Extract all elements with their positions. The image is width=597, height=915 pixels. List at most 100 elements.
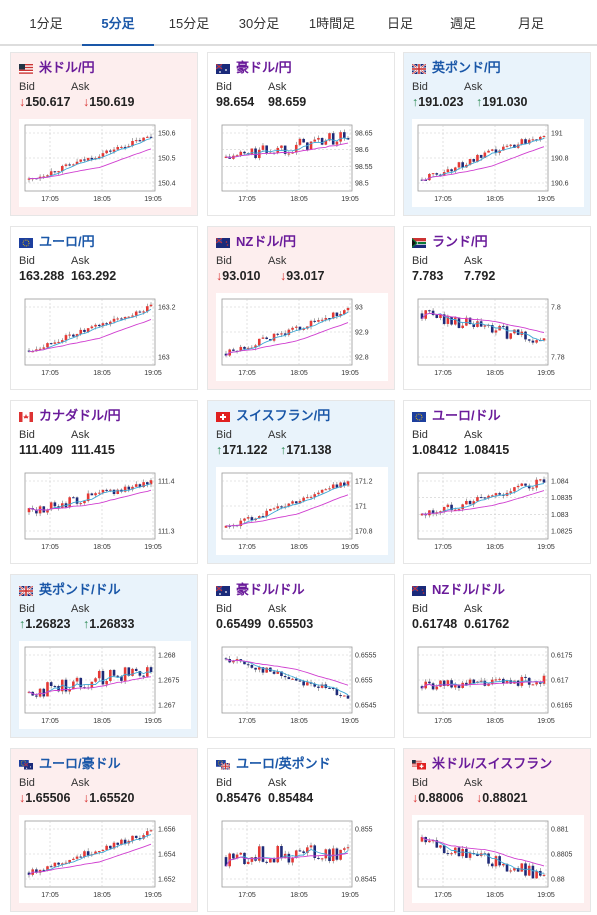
- arrow-up-icon: ↑: [412, 95, 419, 109]
- pair-title[interactable]: NZドル/円: [216, 232, 296, 249]
- rate-card[interactable]: ユーロ/円 Bid Ask 163.288 163.292 17:05 18:05 19:05…: [10, 226, 198, 390]
- mini-candle-chart[interactable]: 17:05 18:05 19:05 1.656 1.654 1.652: [19, 815, 191, 903]
- candle: [505, 863, 509, 872]
- candle: [524, 676, 527, 678]
- pair-name[interactable]: ユーロ/英ポンド: [236, 756, 331, 771]
- mini-candle-chart[interactable]: 17:05 18:05 19:05 0.881 0.8805 0.88: [412, 815, 584, 903]
- x-tick-label: 19:05: [341, 718, 359, 725]
- pair-title[interactable]: ユーロ/円: [19, 232, 95, 249]
- pair-title[interactable]: 豪ドル/ドル: [216, 580, 305, 597]
- candle: [294, 326, 298, 328]
- rate-card[interactable]: 米ドル/円 Bid Ask ↓150.617 ↓150.619 17:05 18:05 19:…: [10, 52, 198, 216]
- pair-title[interactable]: カナダドル/円: [19, 406, 121, 423]
- pair-name[interactable]: ランド/円: [432, 234, 488, 249]
- tab-4[interactable]: 1時間足: [308, 16, 356, 31]
- tab-0[interactable]: 1分足: [29, 16, 63, 31]
- pair-title[interactable]: ランド/円: [412, 232, 488, 249]
- candle: [542, 479, 546, 483]
- rate-card[interactable]: カナダドル/円 Bid Ask 111.409 111.415 17:05 18:05 19:…: [10, 400, 198, 564]
- mini-candle-chart[interactable]: 17:05 18:05 19:05 163.2 163: [19, 293, 191, 381]
- pair-title[interactable]: 英ポンド/円: [412, 58, 501, 75]
- rate-card[interactable]: ユーロ/豪ドル Bid Ask ↓1.65506 ↓1.65520 17:05 18:05 1…: [10, 748, 198, 912]
- mini-candle-chart[interactable]: 17:05 18:05 19:05 0.6555 0.655 0.6545: [216, 641, 388, 729]
- flag-icon: [19, 583, 33, 598]
- mini-candle-chart[interactable]: 17:05 18:05 19:05 1.084 1.0835 1.083 1.0825: [412, 467, 584, 555]
- candle: [420, 313, 424, 319]
- rate-card[interactable]: 豪ドル/ドル Bid Ask 0.65499 0.65503 17:05 18:05 19:0…: [207, 574, 395, 738]
- candle-chart-svg: 17:05 18:05 19:05 0.855 0.8545: [221, 820, 377, 899]
- pair-title[interactable]: ユーロ/英ポンド: [216, 754, 331, 771]
- rate-card[interactable]: ユーロ/ドル Bid Ask 1.08412 1.08415 17:05 18:05 19:0…: [403, 400, 591, 564]
- tab-6[interactable]: 週足: [449, 16, 476, 31]
- mini-candle-chart[interactable]: 17:05 18:05 19:05 0.6175 0.617 0.6165: [412, 641, 584, 729]
- mini-candle-chart[interactable]: 17:05 18:05 19:05 0.855 0.8545: [216, 815, 388, 903]
- mini-candle-chart[interactable]: 17:05 18:05 19:05 191 190.8 190.6: [412, 119, 584, 207]
- rate-card[interactable]: 英ポンド/ドル Bid Ask ↑1.26823 ↑1.26833 17:05 18:05 1…: [10, 574, 198, 738]
- pair-title[interactable]: ユーロ/ドル: [412, 406, 501, 423]
- candle: [490, 863, 494, 867]
- mini-candle-chart[interactable]: 17:05 18:05 19:05 7.8 7.78: [412, 293, 584, 381]
- pair-name[interactable]: 英ポンド/円: [432, 60, 501, 75]
- y-tick-label: 7.8: [551, 305, 561, 312]
- rate-card[interactable]: 豪ドル/円 Bid Ask 98.654 98.659 17:05 18:05 19:05 98…: [207, 52, 395, 216]
- candle: [343, 482, 346, 486]
- candle: [346, 695, 350, 699]
- pair-name[interactable]: ユーロ/豪ドル: [39, 756, 121, 771]
- candle: [101, 849, 105, 852]
- pair-title[interactable]: ユーロ/豪ドル: [19, 754, 121, 771]
- rate-card[interactable]: ユーロ/英ポンド Bid Ask 0.85476 0.85484 17:05 18:05 19…: [207, 748, 395, 912]
- candle: [306, 497, 309, 499]
- mini-candle-chart[interactable]: 17:05 18:05 19:05 93 92.9 92.8: [216, 293, 388, 381]
- pair-name[interactable]: 英ポンド/ドル: [39, 582, 121, 597]
- candle: [42, 506, 46, 513]
- candle: [105, 323, 108, 325]
- flag-icon: [412, 583, 426, 598]
- tab-2[interactable]: 15分足: [168, 16, 210, 31]
- pair-title[interactable]: 米ドル/スイスフラン: [412, 754, 553, 771]
- pair-name[interactable]: 米ドル/スイスフラン: [432, 756, 553, 771]
- rate-card[interactable]: 米ドル/スイスフラン Bid Ask ↓0.88006 ↓0.88021 17:05 18:…: [403, 748, 591, 912]
- pair-name[interactable]: 豪ドル/ドル: [236, 582, 305, 597]
- mini-candle-chart[interactable]: 17:05 18:05 19:05 171.2 171 170.8: [216, 467, 388, 555]
- pair-name[interactable]: カナダドル/円: [39, 408, 121, 423]
- bid-number: 0.65499: [216, 617, 262, 631]
- tab-5[interactable]: 日足: [386, 16, 413, 31]
- tab-1[interactable]: 5分足: [82, 0, 154, 46]
- pair-title[interactable]: スイスフラン/円: [216, 406, 331, 423]
- candle: [324, 318, 328, 320]
- candle: [476, 321, 479, 327]
- mini-candle-chart[interactable]: 17:05 18:05 19:05 111.4 111.3: [19, 467, 191, 555]
- rate-card[interactable]: NZドル/円 Bid Ask ↓93.010 ↓93.017 17:05 18:05 19:0…: [207, 226, 395, 390]
- pair-name[interactable]: 米ドル/円: [39, 60, 95, 75]
- pair-name[interactable]: ユーロ/円: [39, 234, 95, 249]
- candle-chart-svg: 17:05 18:05 19:05 0.6175 0.617 0.6165: [417, 646, 573, 725]
- candle: [224, 658, 228, 660]
- candle: [542, 338, 546, 341]
- pair-title[interactable]: NZドル/ドル: [412, 580, 505, 598]
- pair-title[interactable]: 豪ドル/円: [216, 58, 292, 75]
- rate-card[interactable]: ランド/円 Bid Ask 7.783 7.792 17:05 18:05 19:05 7.8 7…: [403, 226, 591, 390]
- pair-name[interactable]: 豪ドル/円: [236, 60, 292, 75]
- pair-title[interactable]: 英ポンド/ドル: [19, 580, 121, 598]
- candle: [27, 508, 31, 513]
- rate-card[interactable]: 英ポンド/円 Bid Ask ↑191.023 ↑191.030 17:05 18:05 19…: [403, 52, 591, 216]
- candle: [479, 154, 483, 158]
- bid-value: ↓93.010: [216, 269, 260, 283]
- rate-card[interactable]: スイスフラン/円 Bid Ask ↑171.122 ↑171.138 17:05 18:05…: [207, 400, 395, 564]
- tab-7[interactable]: 月足: [517, 16, 544, 31]
- candle: [265, 861, 268, 863]
- mini-candle-chart[interactable]: 17:05 18:05 19:05 98.65 98.6 98.55 98.5: [216, 119, 388, 207]
- pair-name[interactable]: NZドル/ドル: [432, 582, 505, 597]
- mini-candle-chart[interactable]: 17:05 18:05 19:05 1.268 1.2675 1.267: [19, 641, 191, 729]
- pair-name[interactable]: NZドル/円: [236, 234, 296, 249]
- mini-candle-chart[interactable]: 17:05 18:05 19:05 150.6 150.5 150.4: [19, 119, 191, 207]
- y-tick-label: 1.652: [158, 877, 176, 884]
- candle: [49, 866, 53, 868]
- candle: [112, 842, 116, 849]
- rate-card[interactable]: NZドル/ドル Bid Ask 0.61748 0.61762 17:05 18:05 19:…: [403, 574, 591, 738]
- pair-name[interactable]: ユーロ/ドル: [432, 408, 501, 423]
- pair-title[interactable]: 米ドル/円: [19, 58, 95, 75]
- tab-3[interactable]: 30分足: [238, 16, 280, 31]
- pair-name[interactable]: スイスフラン/円: [236, 408, 331, 423]
- candle: [468, 679, 472, 685]
